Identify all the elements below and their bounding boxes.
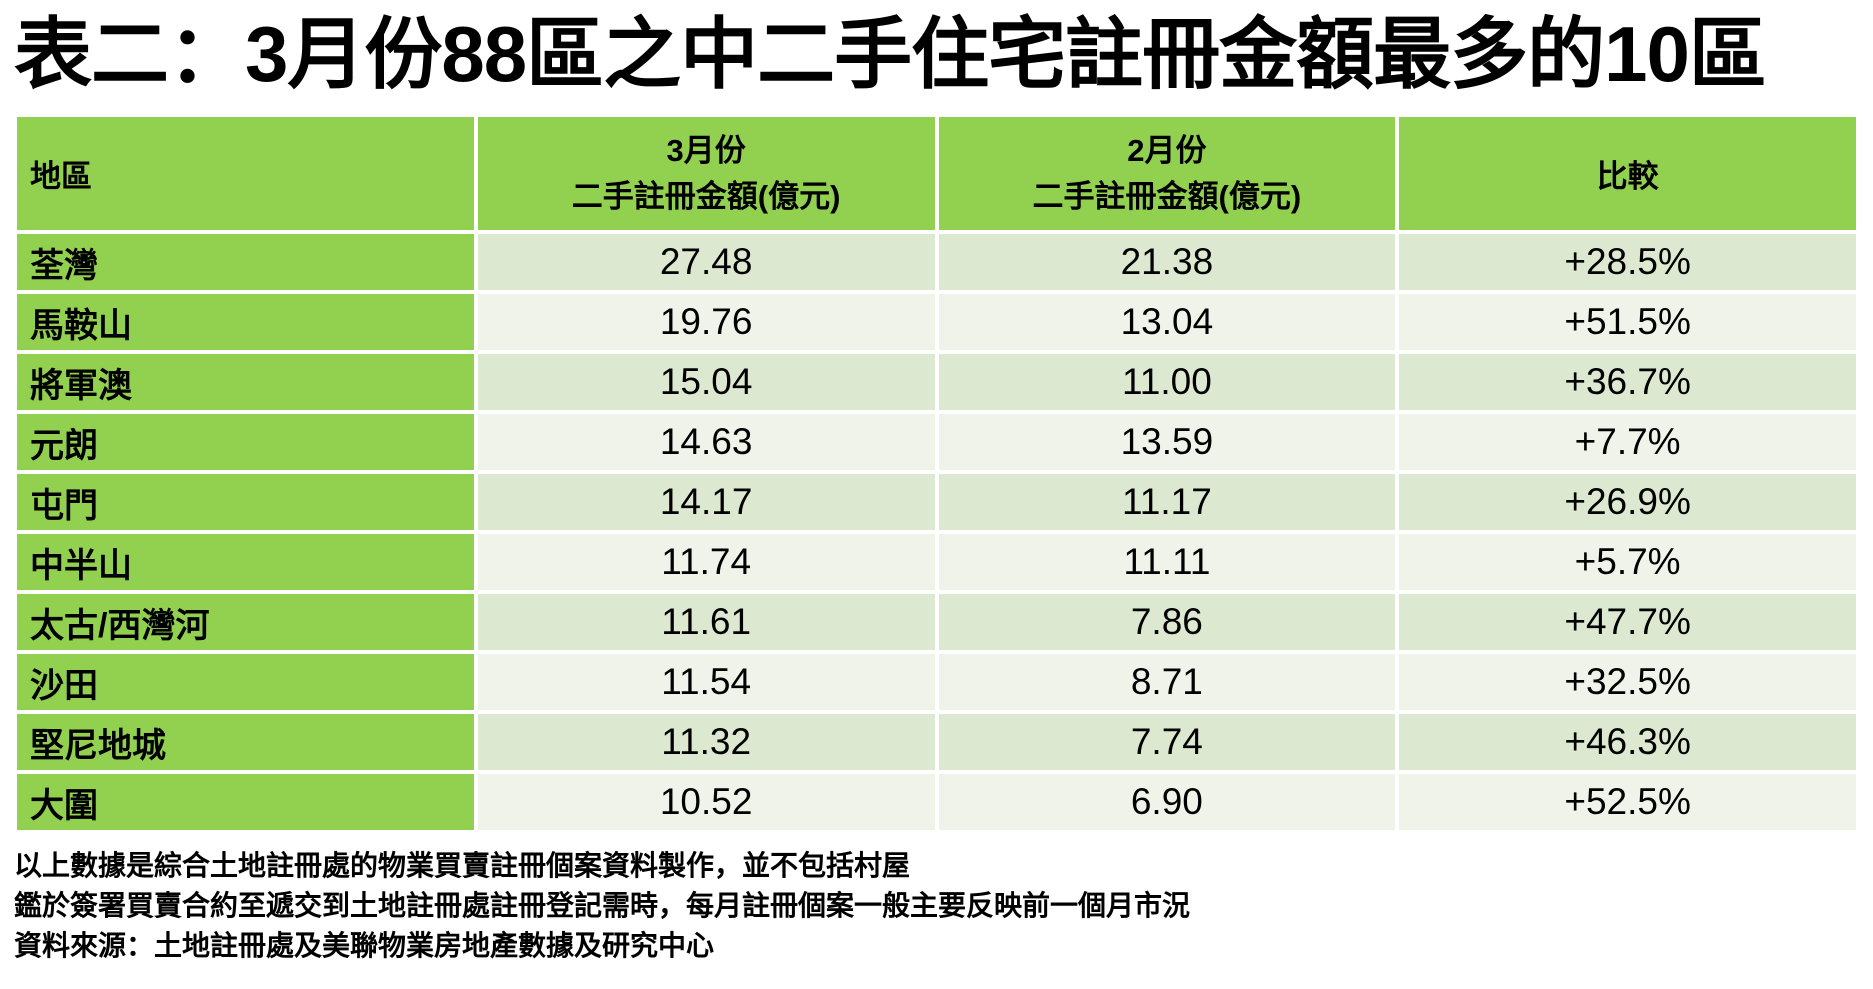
footnote-line-2: 鑑於簽署買賣合約至遞交到土地註冊處註冊登記需時，每月註冊個案一般主要反映前一個月… [14,890,1191,922]
data-table: 地區 3月份 二手註冊金額(億元) 2月份 二手註冊金額(億元) 比較 荃灣 2… [13,113,1860,834]
table-row: 沙田 11.54 8.71 +32.5% [17,654,1856,711]
feb-amount-cell: 21.38 [938,234,1396,291]
footnote-line-1: 以上數據是綜合土地註冊處的物業買賣註冊個案資料製作，並不包括村屋 [14,850,911,882]
district-cell: 堅尼地城 [17,714,474,771]
march-amount-cell: 10.52 [477,774,935,831]
feb-amount-cell: 11.11 [938,534,1396,591]
feb-amount-cell: 7.74 [938,714,1396,771]
table-row: 將軍澳 15.04 11.00 +36.7% [17,354,1856,411]
col-header-march-metric: 二手註冊金額(億元) [571,178,841,214]
district-cell: 馬鞍山 [17,294,474,351]
col-header-feb-month: 2月份 [1127,132,1207,168]
feb-amount-cell: 8.71 [938,654,1396,711]
table-row: 元朗 14.63 13.59 +7.7% [17,414,1856,471]
page-title: 表二：3月份88區之中二手住宅註冊金額最多的10區 [14,10,1767,98]
district-cell: 屯門 [17,474,474,531]
march-amount-cell: 11.74 [477,534,935,591]
footnote-line-3: 資料來源：土地註冊處及美聯物業房地產數據及研究中心 [14,930,715,962]
col-header-march-month: 3月份 [666,132,746,168]
table-body: 荃灣 27.48 21.38 +28.5% 馬鞍山 19.76 13.04 +5… [17,234,1856,831]
change-cell: +51.5% [1399,294,1856,351]
footnotes: 以上數據是綜合土地註冊處的物業買賣註冊個案資料製作，並不包括村屋 鑑於簽署買賣合… [14,846,1873,966]
march-amount-cell: 14.17 [477,474,935,531]
march-amount-cell: 11.61 [477,594,935,651]
march-amount-cell: 19.76 [477,294,935,351]
col-header-feb: 2月份 二手註冊金額(億元) [938,117,1396,231]
table-row: 屯門 14.17 11.17 +26.9% [17,474,1856,531]
district-cell: 元朗 [17,414,474,471]
change-cell: +7.7% [1399,414,1856,471]
table-header: 地區 3月份 二手註冊金額(億元) 2月份 二手註冊金額(億元) 比較 [17,117,1856,231]
change-cell: +46.3% [1399,714,1856,771]
march-amount-cell: 14.63 [477,414,935,471]
district-cell: 荃灣 [17,234,474,291]
change-cell: +32.5% [1399,654,1856,711]
feb-amount-cell: 13.04 [938,294,1396,351]
table-row: 太古/西灣河 11.61 7.86 +47.7% [17,594,1856,651]
feb-amount-cell: 6.90 [938,774,1396,831]
col-header-compare: 比較 [1399,117,1856,231]
district-cell: 中半山 [17,534,474,591]
table-row: 中半山 11.74 11.11 +5.7% [17,534,1856,591]
feb-amount-cell: 11.17 [938,474,1396,531]
change-cell: +26.9% [1399,474,1856,531]
district-cell: 大圍 [17,774,474,831]
district-cell: 太古/西灣河 [17,594,474,651]
table-row: 馬鞍山 19.76 13.04 +51.5% [17,294,1856,351]
change-cell: +52.5% [1399,774,1856,831]
col-header-district: 地區 [17,117,474,231]
col-header-march: 3月份 二手註冊金額(億元) [477,117,935,231]
district-cell: 沙田 [17,654,474,711]
change-cell: +5.7% [1399,534,1856,591]
change-cell: +28.5% [1399,234,1856,291]
col-header-feb-metric: 二手註冊金額(億元) [1032,178,1302,214]
header-row: 地區 3月份 二手註冊金額(億元) 2月份 二手註冊金額(億元) 比較 [17,117,1856,231]
table-row: 荃灣 27.48 21.38 +28.5% [17,234,1856,291]
table-row: 堅尼地城 11.32 7.74 +46.3% [17,714,1856,771]
change-cell: +47.7% [1399,594,1856,651]
march-amount-cell: 11.32 [477,714,935,771]
change-cell: +36.7% [1399,354,1856,411]
table-row: 大圍 10.52 6.90 +52.5% [17,774,1856,831]
feb-amount-cell: 11.00 [938,354,1396,411]
feb-amount-cell: 7.86 [938,594,1396,651]
march-amount-cell: 15.04 [477,354,935,411]
page: 表二：3月份88區之中二手住宅註冊金額最多的10區 地區 3月份 二手註冊金額(… [0,4,1873,966]
march-amount-cell: 27.48 [477,234,935,291]
district-cell: 將軍澳 [17,354,474,411]
march-amount-cell: 11.54 [477,654,935,711]
feb-amount-cell: 13.59 [938,414,1396,471]
